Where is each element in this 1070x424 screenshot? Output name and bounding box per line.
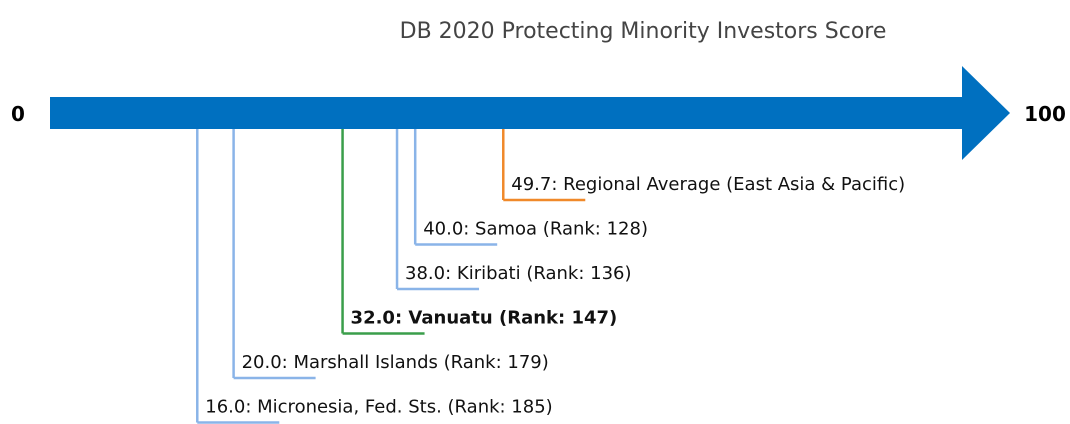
tick-label: 100 bbox=[1024, 102, 1066, 126]
value-label: 40.0: Samoa (Rank: 128) bbox=[423, 219, 648, 240]
value-label: 32.0: Vanuatu (Rank: 147) bbox=[351, 308, 618, 329]
chart-title: DB 2020 Protecting Minority Investors Sc… bbox=[400, 19, 887, 44]
value-label: 49.7: Regional Average (East Asia & Paci… bbox=[511, 174, 905, 195]
value-label: 38.0: Kiribati (Rank: 136) bbox=[405, 263, 631, 284]
tick-label: 0 bbox=[11, 102, 25, 126]
axis-arrow-head bbox=[962, 66, 1010, 160]
value-label: 20.0: Marshall Islands (Rank: 179) bbox=[242, 352, 549, 373]
axis-arrow-body bbox=[50, 97, 964, 129]
value-label: 16.0: Micronesia, Fed. Sts. (Rank: 185) bbox=[205, 397, 552, 418]
